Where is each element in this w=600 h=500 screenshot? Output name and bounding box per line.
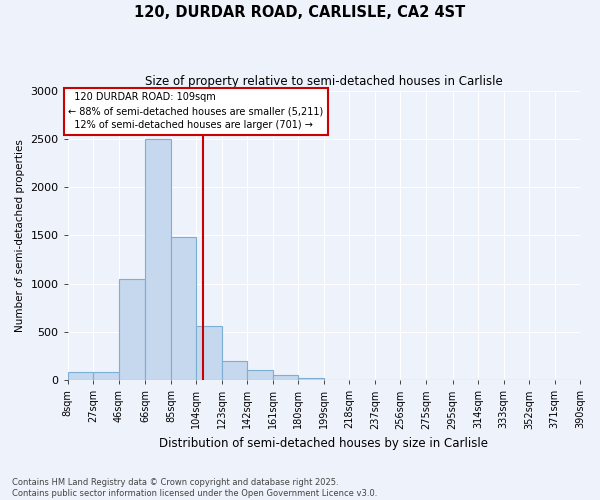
Bar [119, 279, 145, 380]
Bar [273, 376, 298, 380]
Text: 120, DURDAR ROAD, CARLISLE, CA2 4ST: 120, DURDAR ROAD, CARLISLE, CA2 4ST [134, 5, 466, 20]
Bar [196, 326, 222, 380]
Bar [93, 372, 119, 380]
Y-axis label: Number of semi-detached properties: Number of semi-detached properties [15, 139, 25, 332]
Bar [171, 238, 196, 380]
Text: 120 DURDAR ROAD: 109sqm
← 88% of semi-detached houses are smaller (5,211)
  12% : 120 DURDAR ROAD: 109sqm ← 88% of semi-de… [68, 92, 323, 130]
Bar [247, 370, 273, 380]
Text: Contains HM Land Registry data © Crown copyright and database right 2025.
Contai: Contains HM Land Registry data © Crown c… [12, 478, 377, 498]
Bar [298, 378, 324, 380]
X-axis label: Distribution of semi-detached houses by size in Carlisle: Distribution of semi-detached houses by … [160, 437, 488, 450]
Bar [145, 139, 171, 380]
Bar [222, 361, 247, 380]
Title: Size of property relative to semi-detached houses in Carlisle: Size of property relative to semi-detach… [145, 75, 503, 88]
Bar [68, 372, 93, 380]
